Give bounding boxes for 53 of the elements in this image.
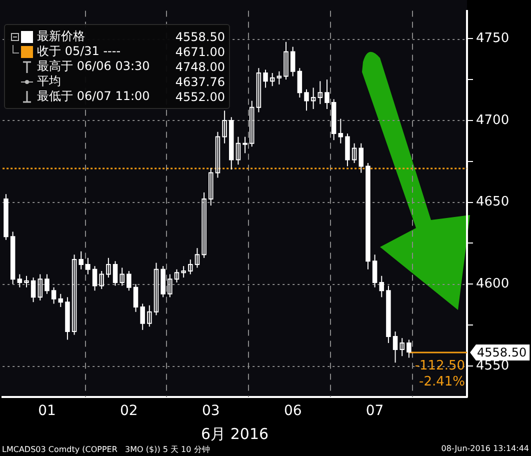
annotation: -2.41% <box>419 374 465 390</box>
y-tick-label: 4750 <box>476 30 510 46</box>
candlestick <box>194 248 200 268</box>
candlestick <box>256 68 262 113</box>
y-tick-label: 4700 <box>476 112 510 128</box>
annotation: 4552.00 <box>175 90 225 104</box>
y-tick-label: 4600 <box>476 276 510 292</box>
candlestick <box>202 192 206 258</box>
candlestick <box>222 110 227 144</box>
annotation: 4748.00 <box>175 60 225 74</box>
candlestick <box>208 167 214 206</box>
candlestick <box>106 257 111 278</box>
x-axis-title: 6月 2016 <box>201 424 269 443</box>
x-tick-label: 06 <box>284 403 302 420</box>
candlestick <box>120 267 124 286</box>
candlestick <box>352 142 357 164</box>
candlestick <box>147 304 152 328</box>
x-tick-label: 02 <box>120 403 138 420</box>
candlestick <box>270 72 275 87</box>
candlestick <box>24 275 29 288</box>
x-tick-label: 07 <box>366 403 384 420</box>
legend-label: 最新价格 <box>37 28 86 45</box>
candlestick <box>318 80 323 105</box>
candlestick <box>249 100 254 148</box>
text: 08-Jun-2016 13:14:44 <box>441 444 529 453</box>
candlestick <box>168 274 172 298</box>
candlestick <box>310 87 316 110</box>
annotation: 4637.76 <box>175 74 225 88</box>
y-tick-label: 4650 <box>476 194 510 210</box>
candlestick <box>181 266 186 278</box>
annotation: 最低于 06/07 11:00 <box>37 88 151 105</box>
text: LMCADS03 Comdty (COPPER 3MO ($)) 5 天 10 分钟 <box>2 444 210 455</box>
candlestick <box>72 254 77 336</box>
candlestick <box>284 41 288 80</box>
ref-line-label: 4558.50 <box>477 346 527 360</box>
candlestick <box>188 259 193 275</box>
candlestick <box>38 274 43 301</box>
x-tick-label: 01 <box>38 403 56 420</box>
candlestick <box>215 131 220 178</box>
candlestick <box>236 136 241 166</box>
legend-label: 收于 05/31 ---- <box>37 43 122 60</box>
candlestick <box>276 70 282 85</box>
annotation: -112.50 <box>414 358 465 374</box>
x-tick-label: 03 <box>202 403 220 420</box>
annotation: 4671.00 <box>175 44 225 58</box>
candlestick <box>400 338 404 357</box>
annotation: 4558.50 <box>175 30 225 44</box>
annotation: 最高于 06/06 03:30 <box>37 58 151 75</box>
candlestick <box>99 270 104 290</box>
candlestick <box>154 262 159 316</box>
candlestick <box>242 136 248 154</box>
candlestick <box>174 268 180 283</box>
annotation: 平均 <box>37 73 62 90</box>
